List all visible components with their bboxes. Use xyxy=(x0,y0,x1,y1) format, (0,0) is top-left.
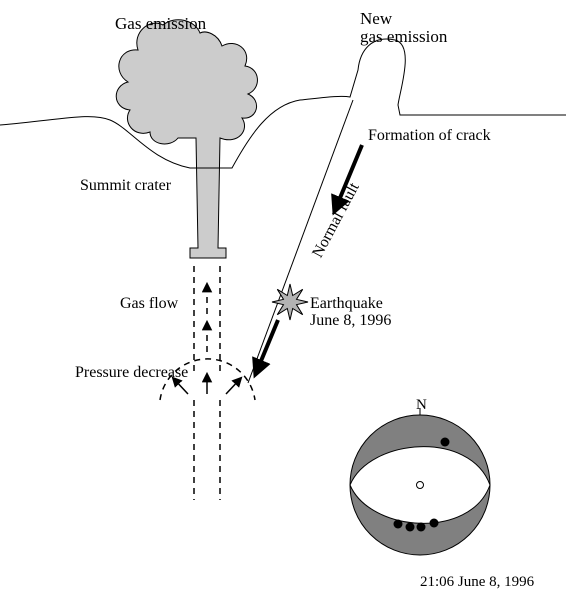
earthquake-star xyxy=(272,284,308,320)
label-earthquake: Earthquake June 8, 1996 xyxy=(310,296,391,330)
label-north: N xyxy=(416,398,427,414)
crack-line xyxy=(248,100,353,383)
beachball-dot-0 xyxy=(441,438,450,447)
label-formation_crack: Formation of crack xyxy=(368,128,491,145)
label-new_gas_emission: New gas emission xyxy=(360,10,447,46)
pressure-arrow-2 xyxy=(226,378,241,394)
label-timestamp: 21:06 June 8, 1996 xyxy=(420,575,534,591)
label-gas_emission: Gas emission xyxy=(115,15,206,33)
beachball-dot-3 xyxy=(417,523,426,532)
beachball-center-dot xyxy=(417,482,424,489)
label-summit_crater: Summit crater xyxy=(80,178,171,195)
surface-line xyxy=(0,39,566,168)
label-pressure_decrease: Pressure decrease xyxy=(75,365,188,382)
label-gas_flow: Gas flow xyxy=(120,296,178,313)
gas-plume xyxy=(116,20,257,258)
fault-arrow-lower xyxy=(256,320,278,373)
beachball-dot-2 xyxy=(406,523,415,532)
beachball-dot-4 xyxy=(430,519,439,528)
beachball-dot-1 xyxy=(394,520,403,529)
